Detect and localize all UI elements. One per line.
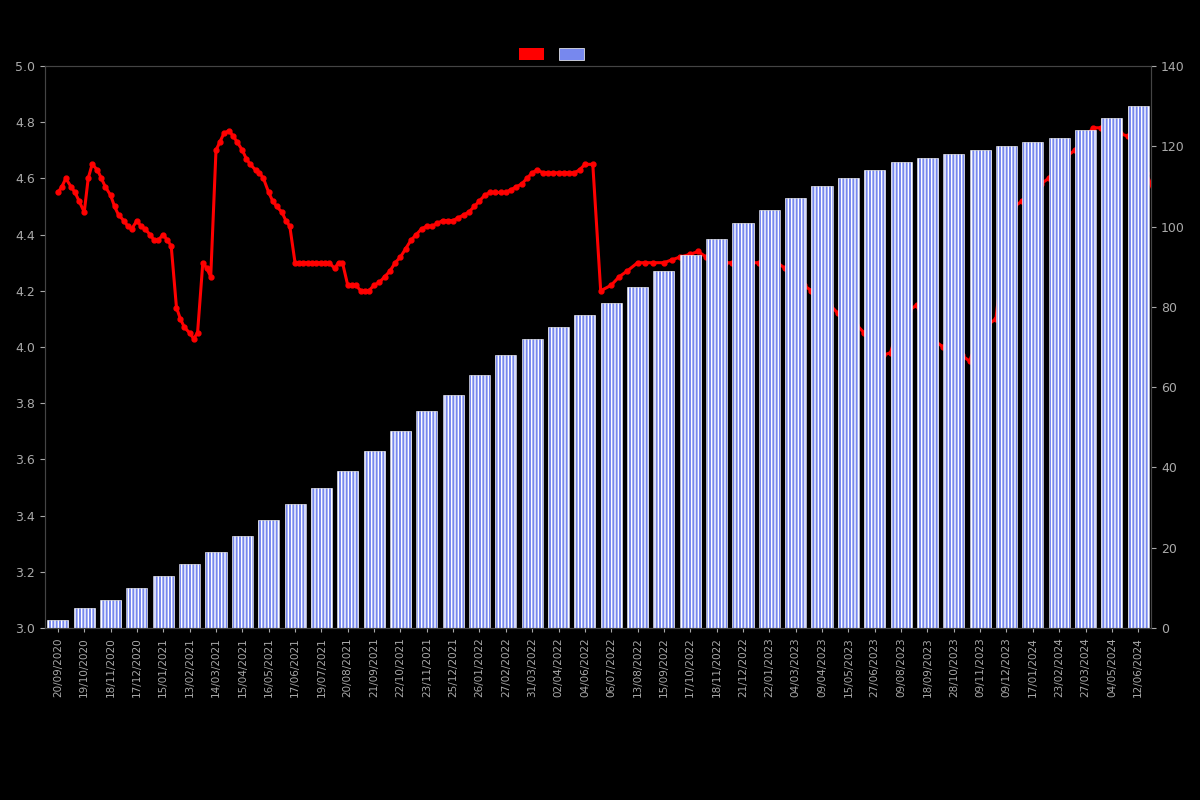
Bar [996,146,1018,628]
Bar [706,238,727,628]
Bar [390,431,410,628]
Bar [100,600,121,628]
Bar [73,608,95,628]
Bar [496,355,516,628]
Bar [785,198,806,628]
Bar [758,210,780,628]
Bar [284,504,306,628]
Bar [364,451,385,628]
Bar [47,620,68,628]
Bar [864,170,886,628]
Bar [311,487,332,628]
Bar [337,471,359,628]
Bar [732,222,754,628]
Legend: , : , [514,42,594,67]
Bar [628,286,648,628]
Bar [1102,118,1122,628]
Bar [917,158,938,628]
Bar [890,162,912,628]
Bar [522,339,542,628]
Bar [152,576,174,628]
Bar [232,536,253,628]
Bar [679,254,701,628]
Bar [811,186,833,628]
Bar [970,150,991,628]
Bar [1022,142,1043,628]
Bar [653,270,674,628]
Bar [1075,130,1096,628]
Bar [943,154,965,628]
Bar [838,178,859,628]
Bar [126,588,148,628]
Bar [205,552,227,628]
Bar [1049,138,1069,628]
Bar [575,315,595,628]
Bar [1128,106,1148,628]
Bar [416,411,437,628]
Bar [179,564,200,628]
Bar [443,395,463,628]
Bar [548,327,569,628]
Bar [601,303,622,628]
Bar [258,520,280,628]
Bar [469,375,490,628]
